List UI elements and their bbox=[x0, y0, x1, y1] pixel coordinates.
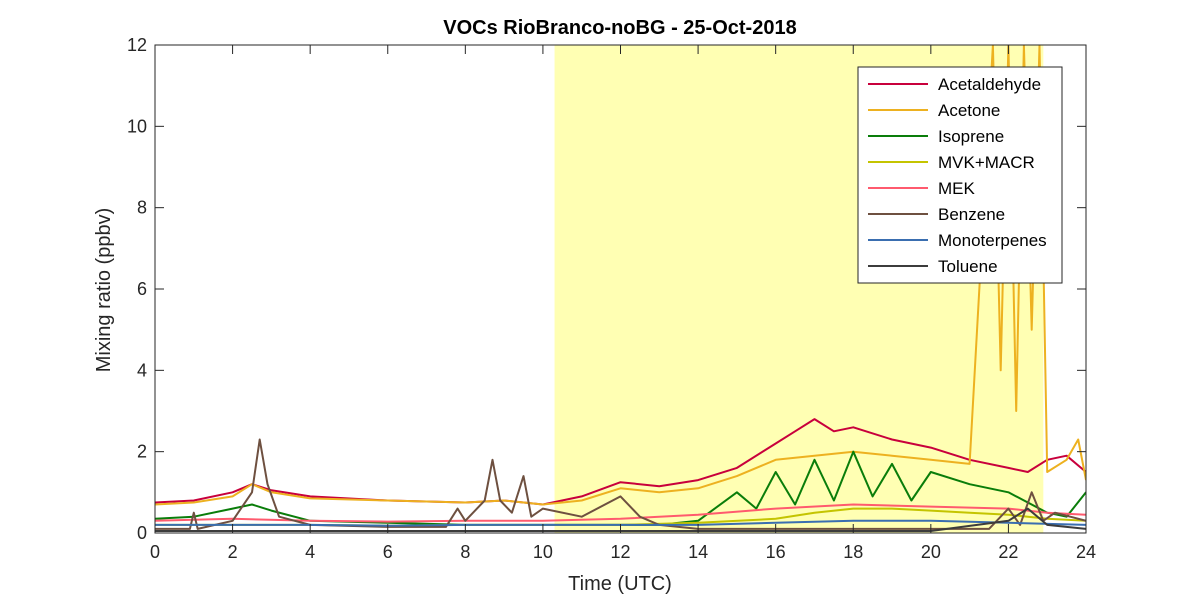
legend-label-acetone: Acetone bbox=[938, 101, 1000, 120]
x-tick-label: 2 bbox=[228, 542, 238, 562]
series-line-benzene bbox=[155, 438, 1086, 530]
x-tick-label: 4 bbox=[305, 542, 315, 562]
y-tick-label: 12 bbox=[127, 35, 147, 55]
x-tick-label: 14 bbox=[688, 542, 708, 562]
y-tick-label: 4 bbox=[137, 360, 147, 380]
x-tick-label: 18 bbox=[843, 542, 863, 562]
x-tick-label: 8 bbox=[460, 542, 470, 562]
y-tick-label: 2 bbox=[137, 442, 147, 462]
y-axis-title: Mixing ratio (ppbv) bbox=[93, 208, 115, 373]
y-tick-label: 6 bbox=[137, 279, 147, 299]
legend-label-acetaldehyde: Acetaldehyde bbox=[938, 75, 1041, 94]
x-axis-title: Time (UTC) bbox=[568, 573, 672, 595]
x-tick-label: 6 bbox=[383, 542, 393, 562]
series-line-acetaldehyde bbox=[155, 418, 1086, 506]
x-tick-label: 24 bbox=[1076, 542, 1096, 562]
legend-label-toluene: Toluene bbox=[938, 257, 998, 276]
legend-label-monoterpenes: Monoterpenes bbox=[938, 231, 1047, 250]
series-line-isoprene bbox=[155, 450, 1086, 526]
x-tick-label: 20 bbox=[921, 542, 941, 562]
y-tick-label: 0 bbox=[137, 523, 147, 543]
legend-label-mvk-macr: MVK+MACR bbox=[938, 153, 1035, 172]
x-tick-label: 22 bbox=[998, 542, 1018, 562]
x-tick-label: 12 bbox=[610, 542, 630, 562]
series-line-mek bbox=[155, 503, 1086, 523]
legend: Acetaldehyde Acetone Isoprene MVK+MACR MEK Be… bbox=[857, 66, 1063, 284]
y-tick-label: 8 bbox=[137, 198, 147, 218]
legend-box bbox=[857, 66, 1063, 284]
x-tick-label: 16 bbox=[766, 542, 786, 562]
chart-title: VOCs RioBranco-noBG - 25-Oct-2018 bbox=[443, 17, 796, 39]
x-tick-label: 0 bbox=[150, 542, 160, 562]
y-tick-label: 10 bbox=[127, 116, 147, 136]
legend-label-isoprene: Isoprene bbox=[938, 127, 1004, 146]
legend-label-mek: MEK bbox=[938, 179, 976, 198]
x-tick-label: 10 bbox=[533, 542, 553, 562]
legend-label-benzene: Benzene bbox=[938, 205, 1005, 224]
